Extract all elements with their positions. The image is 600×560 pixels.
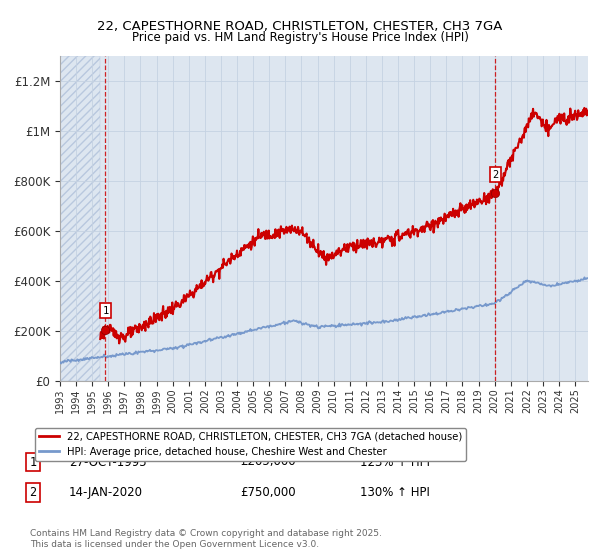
Legend: 22, CAPESTHORNE ROAD, CHRISTLETON, CHESTER, CH3 7GA (detached house), HPI: Avera: 22, CAPESTHORNE ROAD, CHRISTLETON, CHEST…: [35, 428, 466, 461]
Text: £205,000: £205,000: [240, 455, 296, 469]
Text: Contains HM Land Registry data © Crown copyright and database right 2025.
This d: Contains HM Land Registry data © Crown c…: [30, 529, 382, 549]
Bar: [60, 56, 100, 381]
Text: 1: 1: [102, 306, 109, 316]
Text: Price paid vs. HM Land Registry's House Price Index (HPI): Price paid vs. HM Land Registry's House …: [131, 31, 469, 44]
Text: 130% ↑ HPI: 130% ↑ HPI: [360, 486, 430, 500]
Text: 2: 2: [29, 486, 37, 500]
Text: 2: 2: [492, 170, 499, 180]
Text: 14-JAN-2020: 14-JAN-2020: [69, 486, 143, 500]
Text: £750,000: £750,000: [240, 486, 296, 500]
Text: 123% ↑ HPI: 123% ↑ HPI: [360, 455, 430, 469]
Text: 27-OCT-1995: 27-OCT-1995: [69, 455, 146, 469]
Text: 1: 1: [29, 455, 37, 469]
Text: 22, CAPESTHORNE ROAD, CHRISTLETON, CHESTER, CH3 7GA: 22, CAPESTHORNE ROAD, CHRISTLETON, CHEST…: [97, 20, 503, 32]
